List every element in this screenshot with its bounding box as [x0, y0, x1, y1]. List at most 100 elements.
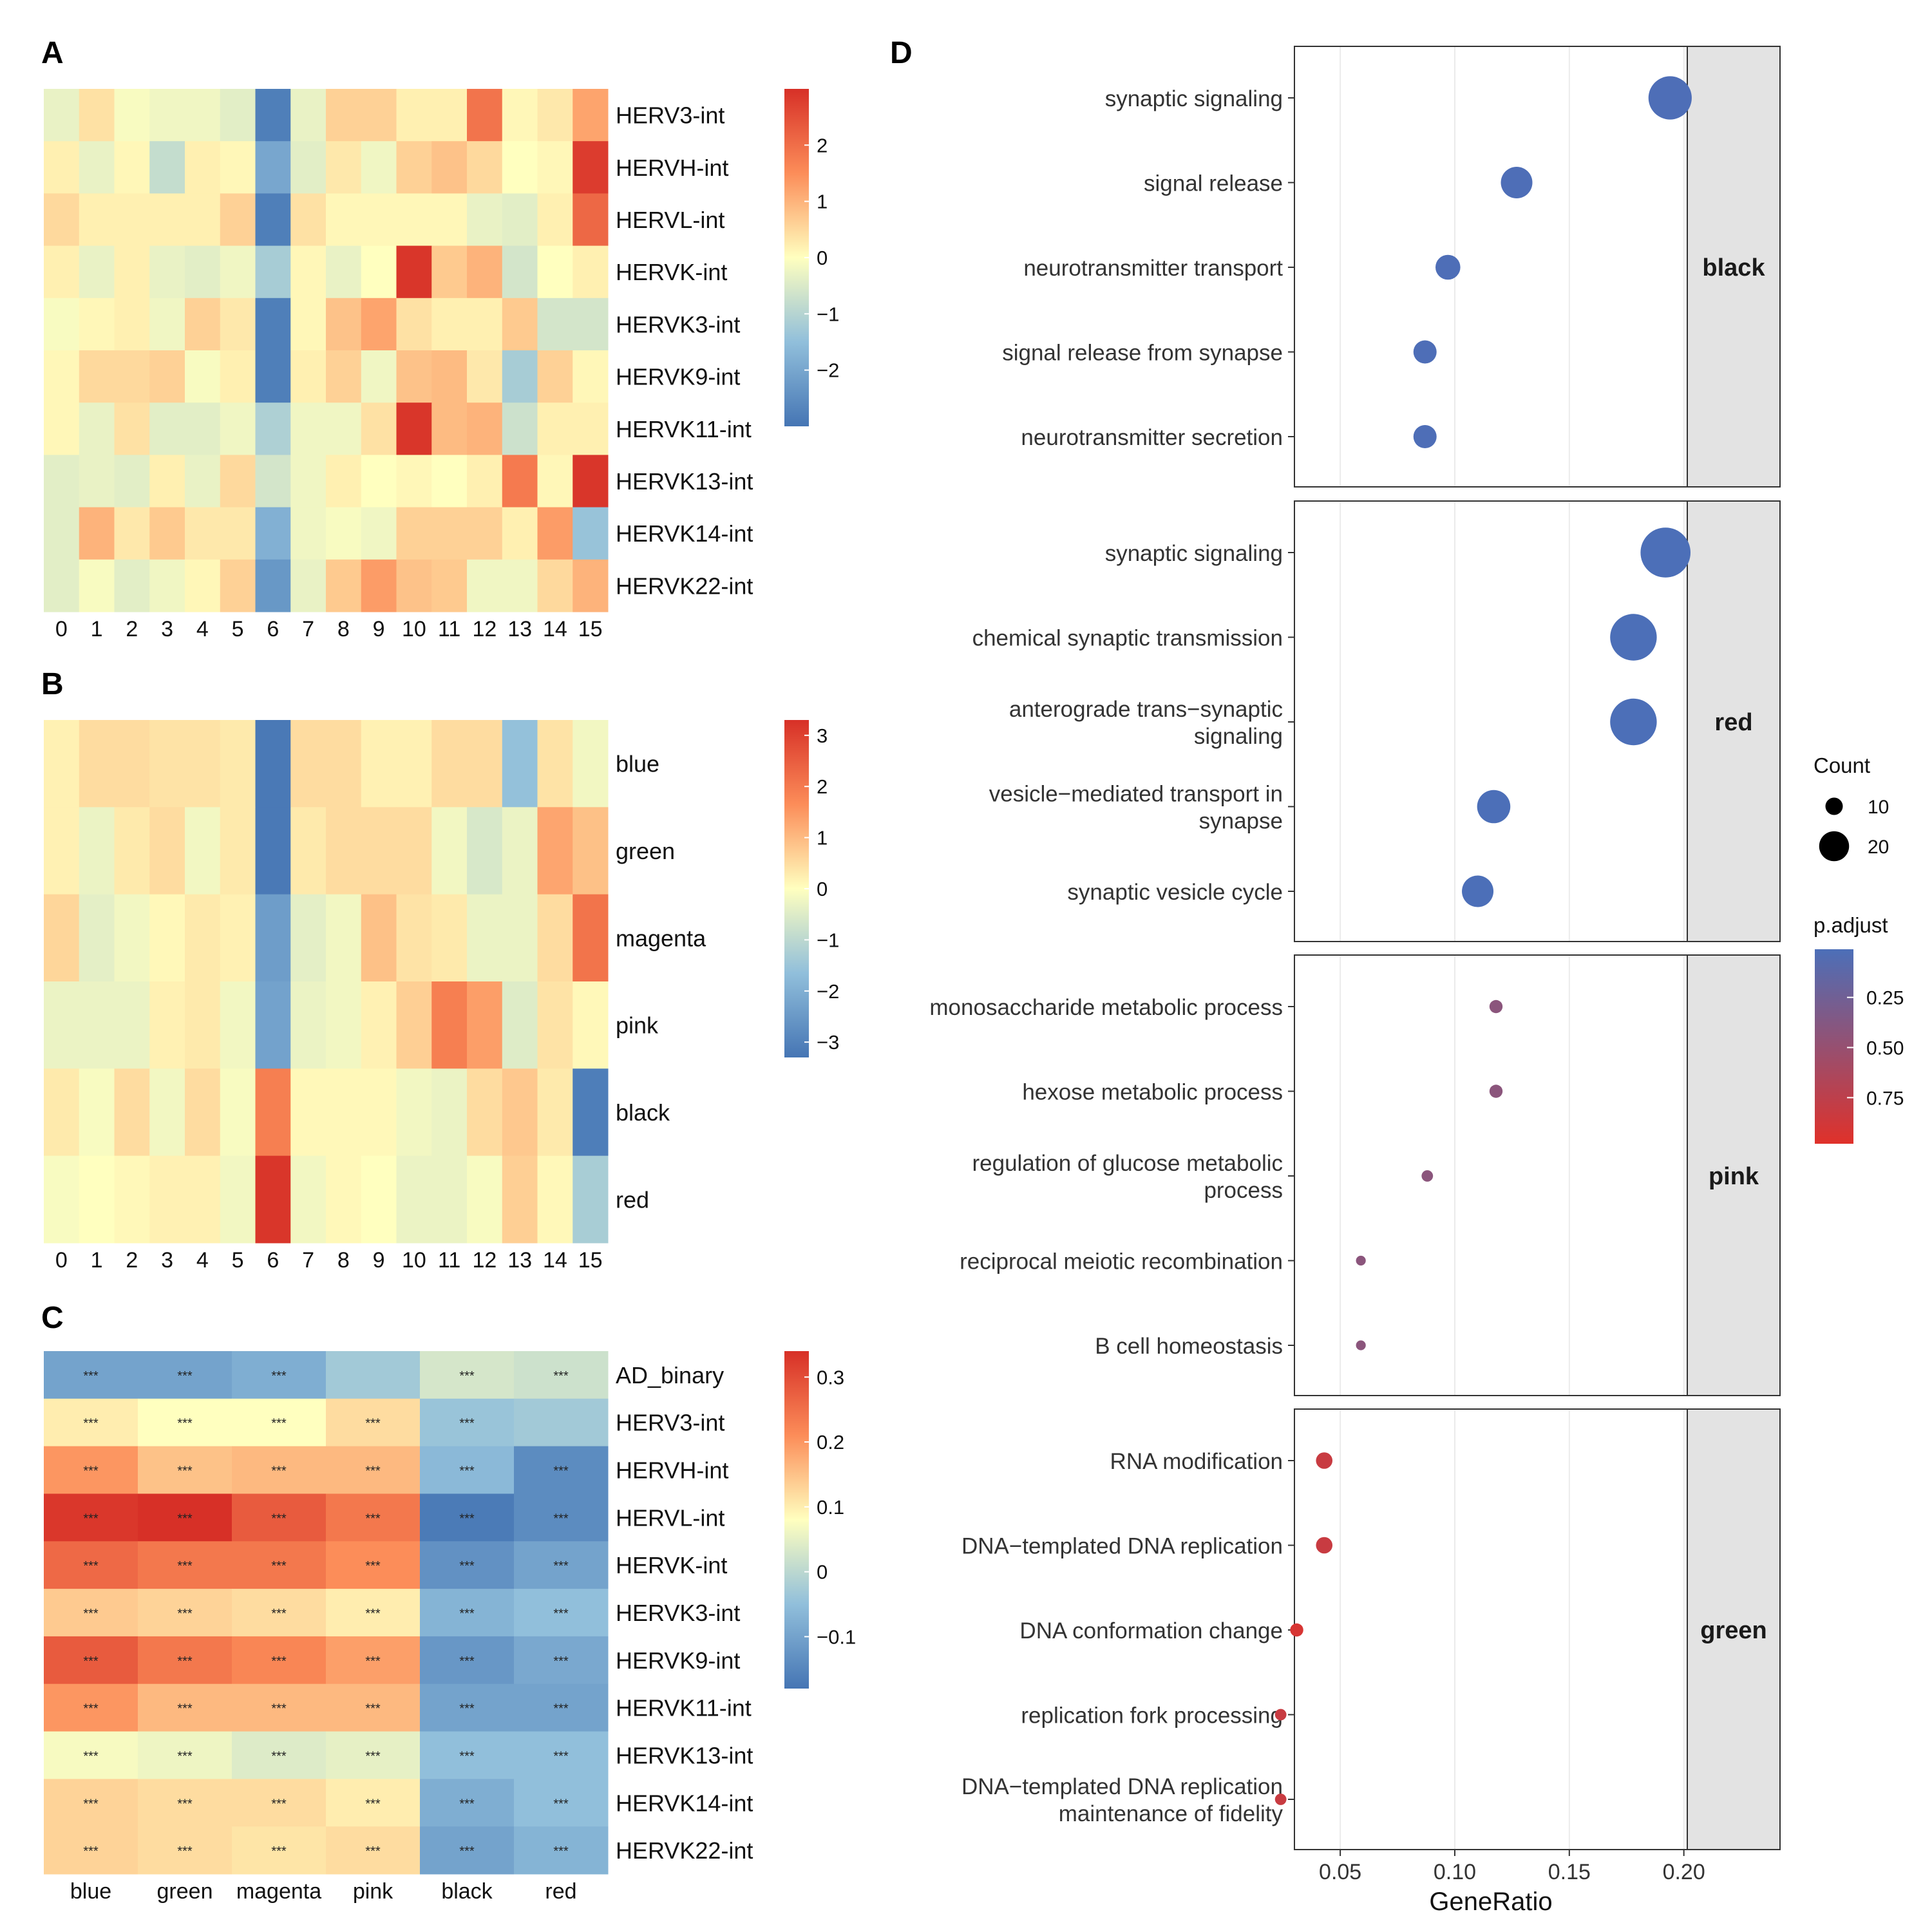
heatmap-cell — [326, 1446, 421, 1494]
cell-annotation: *** — [553, 1797, 569, 1811]
heatmap-cell — [573, 402, 609, 455]
term-label-line2: signaling — [1194, 724, 1283, 749]
term-label: B cell homeostasis — [1095, 1334, 1283, 1359]
heatmap-cell — [149, 141, 185, 194]
cell-annotation: *** — [271, 1417, 287, 1431]
heatmap-cell — [79, 1068, 115, 1157]
row-label: HERVK11-int — [616, 416, 752, 442]
cell-annotation: *** — [365, 1464, 381, 1479]
heatmap-cell — [431, 350, 468, 403]
heatmap-cell — [326, 807, 362, 895]
colorbar-tick-label: 0 — [817, 1561, 828, 1584]
heatmap-cell — [431, 455, 468, 508]
heatmap-cell — [573, 1155, 609, 1244]
heatmap-cell — [220, 350, 256, 403]
heatmap-cell — [514, 1826, 609, 1875]
cell-annotation: *** — [459, 1464, 475, 1479]
heatmap-cell — [138, 1541, 232, 1589]
heatmap-cell — [502, 507, 538, 560]
cell-annotation: *** — [459, 1559, 475, 1573]
term-label: monosaccharide metabolic process — [929, 995, 1283, 1020]
heatmap-cell — [138, 1731, 232, 1779]
heatmap-cell — [573, 245, 609, 299]
term-label: anterograde trans−synaptic — [1009, 697, 1283, 722]
heatmap-cell — [220, 141, 256, 194]
heatmap-cell — [502, 455, 538, 508]
cell-annotation: *** — [271, 1702, 287, 1716]
heatmap-cell — [255, 807, 291, 895]
term-dot — [1274, 1794, 1287, 1805]
heatmap-cell — [467, 89, 503, 142]
heatmap-cell — [290, 807, 327, 895]
heatmap-cell — [431, 402, 468, 455]
heatmap-cell — [44, 1068, 80, 1157]
colorbar-tick-label: 2 — [817, 134, 828, 156]
cell-annotation: *** — [553, 1369, 569, 1383]
count-legend-dot — [1825, 797, 1843, 815]
heatmap-cell — [326, 1826, 421, 1875]
heatmap-c: *** *** *** *** *** AD_binary *** *** *** *** *** H… — [44, 1351, 856, 1904]
term-dot — [1316, 1452, 1333, 1469]
heatmap-cell — [573, 981, 609, 1069]
column-label: 9 — [373, 617, 385, 641]
colorbar-tick-label: −2 — [817, 980, 839, 1003]
heatmap-cell — [502, 559, 538, 612]
cell-annotation: *** — [271, 1797, 287, 1811]
cell-annotation: *** — [553, 1702, 569, 1716]
column-label: 3 — [161, 1248, 173, 1273]
heatmap-cell — [44, 402, 80, 455]
heatmap-cell — [431, 1068, 468, 1157]
heatmap-cell — [185, 298, 221, 351]
heatmap-cell — [514, 1636, 609, 1685]
heatmap-cell — [185, 402, 221, 455]
heatmap-cell — [514, 1779, 609, 1827]
heatmap-cell — [467, 559, 503, 612]
heatmap-cell — [44, 559, 80, 612]
heatmap-cell — [44, 1446, 138, 1494]
term-dot — [1610, 614, 1657, 661]
term-dot — [1290, 1623, 1303, 1637]
heatmap-cell — [114, 1068, 150, 1157]
heatmap-cell — [220, 807, 256, 895]
heatmap-cell — [467, 455, 503, 508]
facet-strip-label: red — [1714, 709, 1752, 736]
term-dot — [1477, 790, 1511, 824]
column-label: 8 — [337, 617, 350, 641]
term-label: replication fork processing — [1021, 1703, 1283, 1728]
cell-annotation: *** — [177, 1844, 193, 1859]
heatmap-cell — [396, 298, 432, 351]
heatmap-cell — [79, 720, 115, 808]
heatmap-cell — [185, 350, 221, 403]
cell-annotation: *** — [459, 1702, 475, 1716]
heatmap-cell — [573, 141, 609, 194]
heatmap-cell — [149, 298, 185, 351]
heatmap-cell — [396, 455, 432, 508]
heatmap-cell — [537, 1155, 573, 1244]
heatmap-cell — [149, 894, 185, 982]
term-label: chemical synaptic transmission — [972, 626, 1283, 651]
heatmap-cell — [514, 1731, 609, 1779]
heatmap-cell — [255, 1068, 291, 1157]
heatmap-cell — [326, 1779, 421, 1827]
term-label: hexose metabolic process — [1022, 1080, 1283, 1105]
column-label: 11 — [438, 1248, 460, 1273]
heatmap-cell — [185, 559, 221, 612]
column-label: 7 — [302, 1248, 314, 1273]
heatmap-cell — [138, 1779, 232, 1827]
heatmap-cell — [255, 298, 291, 351]
heatmap-cell — [361, 298, 397, 351]
row-label: HERV3-int — [616, 102, 724, 129]
cell-annotation: *** — [459, 1511, 475, 1526]
facet-strip — [1687, 1408, 1781, 1850]
heatmap-cell — [185, 455, 221, 508]
heatmap-cell — [420, 1826, 515, 1875]
heatmap-cell — [420, 1398, 515, 1447]
heatmap-cell — [420, 1446, 515, 1494]
row-label: blue — [616, 751, 659, 777]
heatmap-cell — [573, 720, 609, 808]
heatmap-cell — [537, 141, 573, 194]
heatmap-cell — [514, 1351, 609, 1399]
x-tick-label: 0.05 — [1319, 1860, 1361, 1884]
heatmap-cell — [537, 245, 573, 299]
